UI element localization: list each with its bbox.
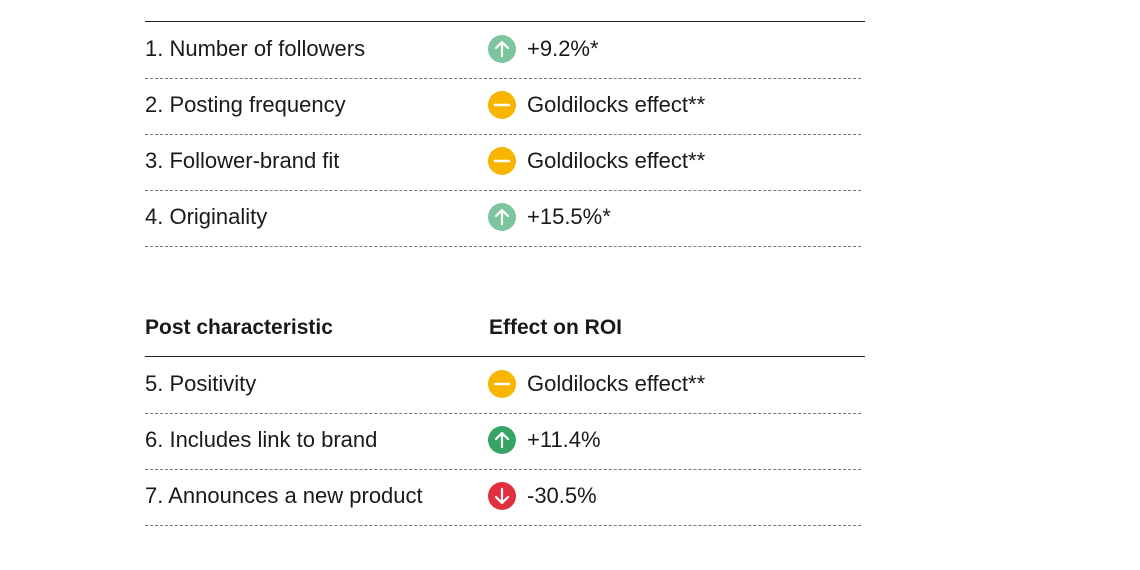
effect-icon bbox=[488, 35, 516, 63]
header-rule bbox=[145, 21, 865, 22]
column-header: Post characteristic bbox=[145, 316, 333, 339]
row-divider bbox=[145, 525, 861, 526]
row-label: 1. Number of followers bbox=[145, 36, 366, 61]
column-header: Effect on ROI bbox=[489, 316, 623, 339]
effect-icon bbox=[488, 426, 516, 454]
row-effect: Goldilocks effect** bbox=[527, 148, 706, 173]
row-label: 7. Announces a new product bbox=[145, 483, 423, 508]
row-label: 5. Positivity bbox=[145, 371, 257, 396]
row-label: 4. Originality bbox=[145, 204, 268, 229]
row-effect: +15.5%* bbox=[527, 204, 611, 229]
effect-icon bbox=[488, 203, 516, 231]
column-header: Influencer characteristic bbox=[145, 0, 388, 7]
effect-icon bbox=[488, 147, 516, 175]
effect-icon bbox=[488, 482, 516, 510]
row-divider bbox=[145, 413, 861, 414]
row-label: 2. Posting frequency bbox=[145, 92, 346, 117]
row-divider bbox=[145, 134, 861, 135]
row-label: 6. Includes link to brand bbox=[145, 427, 378, 452]
row-divider bbox=[145, 469, 861, 470]
row-effect: +9.2%* bbox=[527, 36, 599, 61]
column-header: Effect on ROI bbox=[489, 0, 622, 7]
header-rule bbox=[145, 356, 865, 357]
row-effect: Goldilocks effect** bbox=[527, 92, 706, 117]
row-effect: +11.4% bbox=[527, 427, 601, 452]
row-divider bbox=[145, 78, 861, 79]
row-label: 3. Follower-brand fit bbox=[145, 148, 340, 173]
row-divider bbox=[145, 246, 861, 247]
row-divider bbox=[145, 190, 861, 191]
row-effect: Goldilocks effect** bbox=[527, 371, 706, 396]
effect-icon bbox=[488, 370, 516, 398]
row-effect: -30.5% bbox=[527, 483, 597, 508]
effect-icon bbox=[488, 91, 516, 119]
